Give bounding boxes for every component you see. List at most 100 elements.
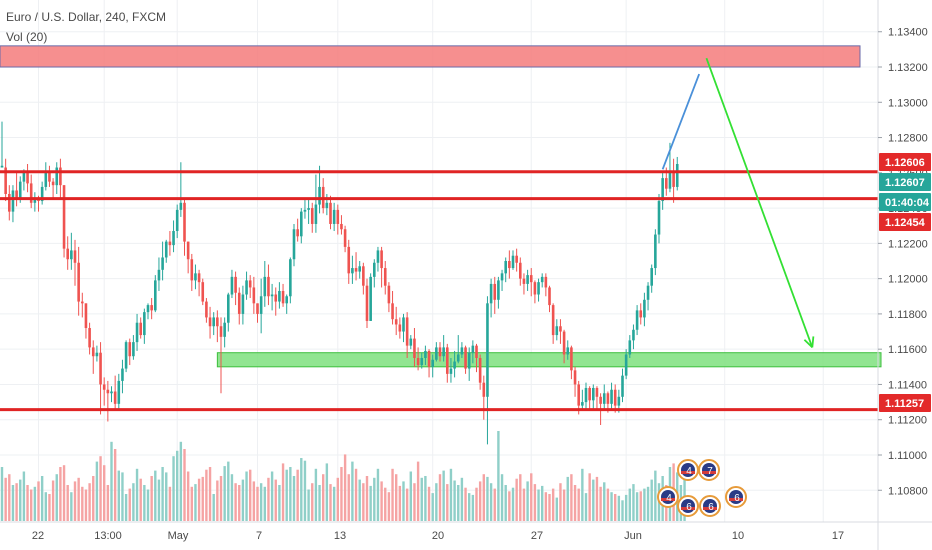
candle-body	[376, 250, 380, 263]
candle	[373, 259, 376, 288]
candle	[358, 261, 361, 279]
candle	[424, 345, 427, 366]
candle-body	[300, 211, 303, 237]
candle	[113, 375, 117, 410]
candle-body	[91, 347, 95, 357]
event-marker-bottom[interactable]: 6	[677, 495, 699, 517]
candle-body	[362, 266, 365, 286]
candle-body	[460, 347, 464, 355]
volume-bar	[216, 480, 219, 521]
volume-bar	[486, 476, 489, 521]
volume-bar	[249, 469, 252, 521]
event-marker-top[interactable]: 7	[698, 459, 720, 481]
candle-body	[15, 190, 18, 198]
candle-body	[135, 322, 139, 343]
candle-body	[40, 186, 44, 202]
price-tag-bg	[879, 193, 931, 211]
flag-stripe-icon	[729, 498, 743, 501]
candle	[81, 292, 84, 318]
candle	[267, 264, 270, 306]
candle-body	[482, 382, 486, 397]
candle	[172, 220, 175, 253]
volume-bar	[314, 468, 318, 521]
volume-bar	[318, 485, 321, 521]
candle-body	[73, 250, 77, 263]
candle-body	[223, 322, 226, 337]
event-marker-top[interactable]: 4	[677, 459, 699, 481]
candle-body	[449, 368, 453, 374]
candle	[33, 192, 37, 212]
volume-bar	[66, 485, 69, 521]
candle	[208, 306, 212, 339]
event-markers[interactable]: 4 7 4 6 6 6	[657, 459, 747, 517]
candle	[164, 239, 168, 263]
candle-body	[201, 282, 205, 302]
volume-bar	[592, 479, 595, 521]
candle-body	[48, 171, 51, 182]
candle	[540, 273, 544, 288]
volume-bar	[453, 480, 456, 521]
candle-body	[267, 276, 270, 297]
volume-bar	[358, 479, 361, 521]
candle-body	[325, 202, 329, 209]
demand-zone[interactable]	[216, 352, 882, 368]
event-marker-bottom[interactable]: 4	[657, 486, 679, 508]
volume-bar	[435, 483, 438, 521]
candle	[161, 241, 164, 281]
arrows-layer[interactable]	[661, 57, 815, 349]
candle	[88, 322, 91, 355]
candle	[643, 292, 646, 327]
candle-body	[413, 338, 416, 358]
candle	[117, 373, 121, 411]
volume-bar	[230, 474, 234, 521]
candle-body	[606, 393, 610, 404]
candle	[143, 308, 146, 344]
volume-bar	[263, 486, 266, 521]
candle	[40, 181, 44, 205]
event-marker-bottom[interactable]: 6	[699, 495, 721, 517]
volume-bar	[351, 461, 354, 521]
volume-bar	[471, 494, 475, 521]
volume-bar	[113, 449, 117, 521]
candle-body	[237, 292, 241, 314]
candle	[300, 208, 303, 244]
candle-body	[62, 185, 66, 249]
candle	[380, 246, 383, 288]
candle-body	[478, 357, 482, 383]
candle-body	[650, 268, 653, 286]
volume-bar	[99, 456, 102, 521]
volume-bars	[0, 431, 686, 521]
candle	[4, 158, 7, 202]
event-marker-bottom[interactable]: 6	[725, 486, 747, 508]
candle-body	[431, 359, 434, 367]
time-tick-label: 10	[732, 530, 744, 542]
candle-body	[365, 285, 369, 321]
projection-down-arrow[interactable]	[705, 57, 815, 349]
candle-body	[373, 262, 376, 277]
volume-bar	[143, 485, 146, 521]
supply-zone[interactable]	[0, 45, 861, 68]
grid-lines	[0, 0, 878, 522]
candle	[84, 303, 88, 339]
candle	[135, 313, 139, 351]
candle-body	[22, 171, 26, 182]
candle	[515, 248, 518, 272]
candle-body	[110, 391, 113, 394]
chart-title: Euro / U.S. Dollar, 240, FXCM	[6, 10, 167, 24]
candle	[318, 165, 321, 214]
candle-body	[519, 262, 522, 279]
volume-bar	[384, 487, 387, 521]
horizontal-lines-layer[interactable]	[0, 170, 878, 412]
volume-bar	[628, 488, 631, 521]
candle	[464, 345, 467, 374]
projection-up-arrow[interactable]	[661, 73, 700, 170]
candle	[292, 223, 296, 267]
price-axis[interactable]: 1.134001.132001.130001.128001.126001.124…	[877, 0, 928, 550]
flag-count: 6	[686, 502, 692, 513]
time-axis[interactable]: 22 13:00 May 7 13 20 27 Jun 10 17	[0, 521, 932, 542]
price-tag-bg	[879, 394, 931, 412]
candle	[592, 384, 595, 410]
volume-bar	[559, 483, 562, 521]
candle	[227, 292, 230, 332]
